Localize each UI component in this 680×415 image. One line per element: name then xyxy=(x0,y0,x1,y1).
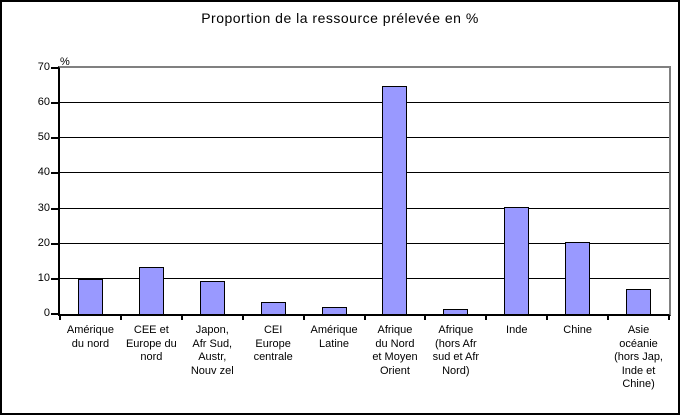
y-axis-unit-label: % xyxy=(60,56,70,68)
x-tick-mark xyxy=(119,315,122,320)
x-category-label-8: Chine xyxy=(563,324,593,336)
x-tick-mark xyxy=(424,315,427,320)
x-category-label-3: CEI Europe centrale xyxy=(253,324,293,363)
x-category-label-6: Afrique (hors Afr sud et Afr Nord) xyxy=(432,324,480,377)
x-tick-mark xyxy=(180,315,183,320)
x-category-label-4: Amérique Latine xyxy=(310,324,358,350)
x-tick-mark xyxy=(59,315,61,320)
gridline-50 xyxy=(60,137,669,139)
bar-0 xyxy=(77,278,103,314)
x-tick-mark xyxy=(607,315,610,320)
x-category-label-1: CEE et Europe du nord xyxy=(125,324,177,363)
bar-7 xyxy=(504,206,530,314)
y-tick-label-40: 40 xyxy=(37,166,50,179)
x-tick-mark xyxy=(546,315,549,320)
bar-1 xyxy=(138,266,164,314)
y-tick-mark xyxy=(51,67,58,69)
bar-6 xyxy=(443,308,469,314)
y-tick-mark xyxy=(51,242,58,245)
bar-9 xyxy=(626,289,652,314)
bar-4 xyxy=(321,306,347,314)
x-tick-mark xyxy=(302,315,305,320)
y-tick-mark xyxy=(51,207,58,210)
x-tick-mark xyxy=(668,315,670,320)
y-tick-label-50: 50 xyxy=(37,131,50,144)
y-tick-mark xyxy=(51,102,58,105)
y-tick-label-30: 30 xyxy=(37,201,50,214)
gridline-60 xyxy=(60,102,669,104)
x-category-label-2: Japon, Afr Sud, Austr, Nouv zel xyxy=(190,324,234,377)
gridline-40 xyxy=(60,172,669,174)
plot-area xyxy=(58,66,671,316)
bar-3 xyxy=(260,301,286,314)
bar-2 xyxy=(199,280,225,314)
y-tick-mark xyxy=(51,137,58,140)
y-tick-mark xyxy=(51,277,58,280)
chart-title: Proportion de la ressource prélevée en % xyxy=(201,10,479,26)
bar-8 xyxy=(565,241,591,314)
x-tick-mark xyxy=(485,315,488,320)
gridline-10 xyxy=(60,277,669,279)
y-tick-label-0: 0 xyxy=(43,307,50,319)
x-tick-mark xyxy=(241,315,244,320)
x-category-label-7: Inde xyxy=(506,324,528,336)
x-category-label-0: Amérique du nord xyxy=(66,324,114,350)
x-tick-mark xyxy=(363,315,366,320)
y-tick-label-60: 60 xyxy=(37,96,50,109)
gridline-30 xyxy=(60,207,669,209)
y-tick-label-10: 10 xyxy=(37,271,50,284)
y-tick-mark xyxy=(51,313,58,315)
x-category-label-9: Asie océanie (hors Jap, Inde et Chine) xyxy=(614,324,663,390)
bar-5 xyxy=(382,85,408,314)
y-tick-label-20: 20 xyxy=(37,236,50,249)
gridline-20 xyxy=(60,242,669,244)
y-tick-label-70: 70 xyxy=(37,61,50,73)
x-category-label-5: Afrique du Nord et Moyen Orient xyxy=(372,324,418,377)
y-tick-mark xyxy=(51,172,58,175)
